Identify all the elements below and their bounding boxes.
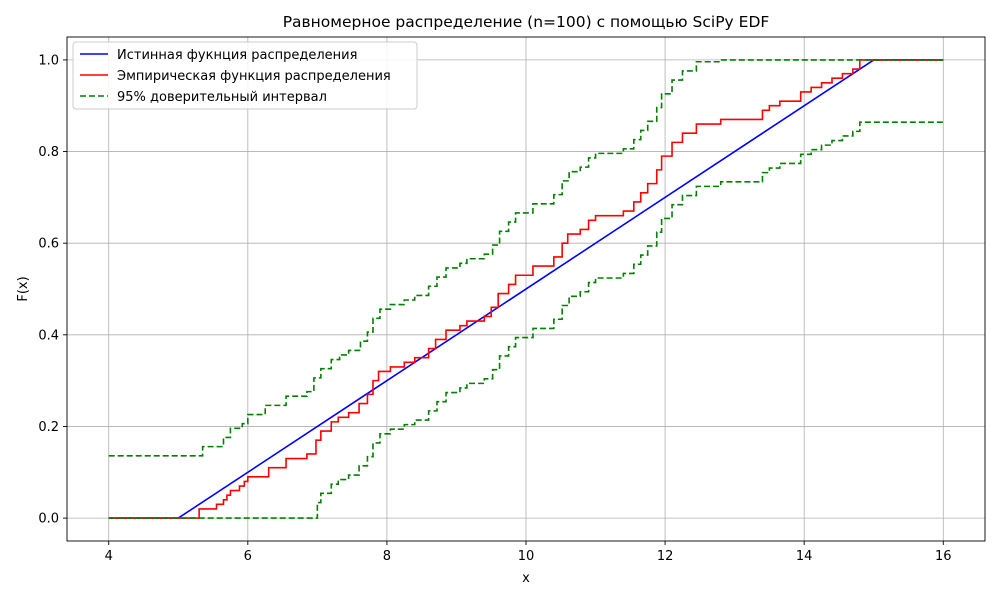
y-axis-label: F(x) [16,276,31,301]
y-tick-label: 0.8 [38,145,59,160]
y-tick-label: 0.4 [38,328,59,343]
y-tick-label: 1.0 [38,53,59,68]
chart-title: Равномерное распределение (n=100) с помо… [283,13,770,31]
legend: Истинная фукнция распределения Эмпиричес… [72,41,418,110]
legend-box [72,41,418,110]
x-tick-label: 12 [657,549,674,564]
y-tick-label: 0.0 [38,512,59,527]
ticks: 4 6 8 10 12 14 16 0.0 0.2 0.4 0.6 0.8 1.0 [38,53,951,564]
ci-lower-line [108,121,944,519]
x-tick-label: 14 [796,549,813,564]
x-tick-label: 4 [105,549,113,564]
x-tick-label: 16 [935,549,952,564]
legend-label-true-cdf: Истинная фукнция распределения [117,48,357,63]
legend-label-ci: 95% доверительный интервал [117,90,327,105]
ci-upper-line [108,59,944,457]
x-axis-label: x [522,571,530,586]
x-tick-label: 6 [244,549,252,564]
edf-step-line [108,59,944,519]
y-tick-label: 0.6 [38,237,59,252]
y-tick-label: 0.2 [38,420,59,435]
x-tick-label: 10 [518,549,535,564]
series-layer [108,59,944,519]
legend-label-edf: Эмпирическая функция распределения [117,69,391,84]
x-tick-label: 8 [383,549,391,564]
